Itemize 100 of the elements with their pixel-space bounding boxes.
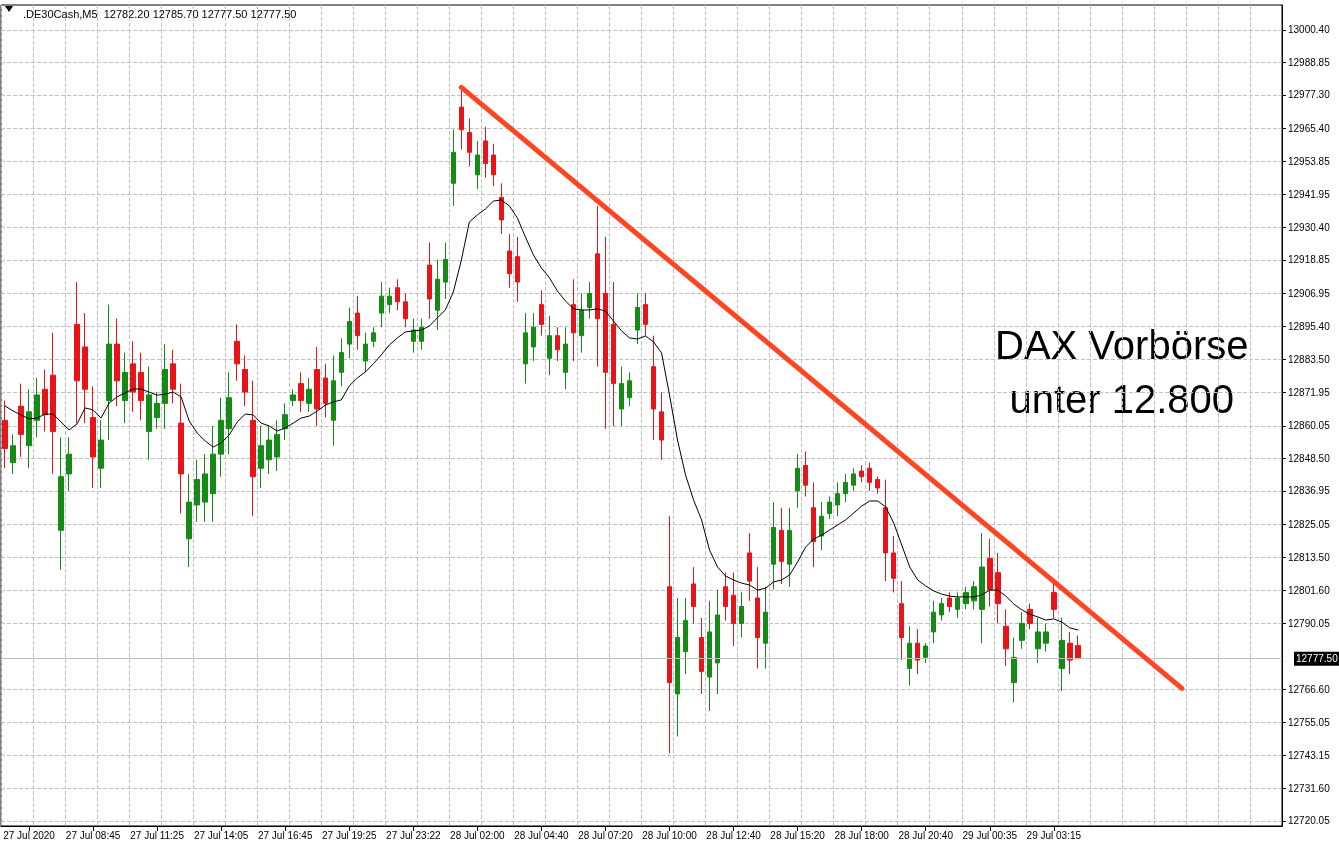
candlestick — [659, 391, 664, 461]
y-tick-label: 12836.95 — [1288, 485, 1331, 497]
x-tick-label: 29 Jul 03:15 — [1026, 829, 1082, 841]
y-tick-label: 13000.40 — [1288, 24, 1331, 36]
candlestick — [242, 354, 248, 407]
candlestick — [715, 589, 720, 695]
x-tick-label: 28 Jul 10:00 — [642, 829, 698, 841]
candlestick — [18, 383, 24, 458]
candlestick — [571, 278, 576, 362]
y-tick-label: 12720.05 — [1288, 815, 1331, 827]
candlestick — [883, 479, 888, 582]
candlestick — [74, 281, 80, 424]
x-tick-label: 28 Jul 18:00 — [834, 829, 890, 841]
candlestick — [1003, 608, 1009, 667]
candlestick — [186, 473, 192, 568]
candlestick — [290, 388, 296, 407]
candlestick — [467, 117, 472, 167]
candlestick — [979, 532, 985, 644]
candlestick — [995, 552, 1001, 624]
y-tick-label: 12860.05 — [1288, 420, 1331, 432]
ref-line-label: 12777.50 — [1296, 653, 1339, 665]
candlestick — [667, 515, 672, 754]
candlestick — [26, 388, 32, 469]
candlestick — [539, 290, 544, 337]
candlestick — [250, 380, 256, 517]
candlestick — [218, 397, 224, 478]
candlestick — [306, 377, 312, 413]
x-tick-label: 28 Jul 12:40 — [706, 829, 762, 841]
y-tick-label: 12790.05 — [1288, 617, 1331, 629]
candlestick — [827, 495, 832, 520]
x-tick-label: 27 Jul 16:45 — [257, 829, 313, 841]
y-tick-label: 12930.40 — [1288, 221, 1331, 233]
candlestick — [314, 346, 320, 427]
candlestick — [194, 459, 200, 523]
candlestick — [1035, 617, 1041, 664]
candlestick — [851, 467, 856, 492]
candlestick — [971, 580, 977, 610]
candlestick — [843, 473, 848, 503]
candlestick — [98, 419, 104, 489]
candlestick — [234, 323, 240, 382]
candlestick — [515, 236, 520, 303]
x-tick-label: 28 Jul 15:20 — [770, 829, 826, 841]
candlestick — [803, 450, 808, 497]
candlestick — [1051, 583, 1057, 619]
candlestick — [1067, 631, 1073, 675]
candlestick — [475, 140, 480, 190]
candlestick — [363, 332, 368, 373]
x-tick-label: 27 Jul 23:22 — [386, 829, 441, 841]
candlestick — [987, 538, 993, 607]
candlestick — [395, 278, 400, 311]
y-tick-label: 12941.95 — [1288, 189, 1331, 201]
candlestick — [162, 343, 168, 430]
candlestick — [867, 462, 872, 492]
y-tick-label: 12766.60 — [1288, 683, 1331, 695]
candlestick — [811, 481, 816, 568]
y-tick-label: 12988.85 — [1288, 56, 1331, 68]
candlestick — [411, 318, 416, 354]
candlestick — [130, 340, 136, 413]
candlestick — [955, 591, 960, 619]
candlestick — [154, 391, 160, 430]
x-tick-label: 27 Jul 19:25 — [322, 829, 377, 841]
candlestick — [339, 337, 344, 387]
candlestick — [859, 464, 864, 483]
candlestick — [523, 312, 528, 385]
candlestick — [347, 306, 352, 359]
candlestick — [595, 205, 600, 368]
candlestick — [907, 625, 912, 686]
candlestick — [66, 436, 72, 492]
candlestick — [282, 402, 288, 441]
candlestick — [1019, 611, 1025, 650]
x-tick-label: 28 Jul 04:40 — [514, 829, 570, 841]
candlestick — [779, 507, 784, 585]
y-tick-label: 12755.05 — [1288, 716, 1331, 728]
candlestick — [1075, 635, 1081, 660]
candlestick — [371, 326, 376, 348]
x-tick-label: 29 Jul 00:35 — [962, 829, 1018, 841]
candlestick — [507, 233, 512, 289]
candlestick — [947, 591, 952, 613]
candlestick — [419, 318, 424, 351]
x-tick-label: 27 Jul 2020 — [3, 829, 56, 841]
candlestick — [635, 292, 640, 345]
candlestick — [619, 366, 624, 427]
candlestick — [499, 182, 504, 235]
candlestick — [915, 628, 920, 675]
candlestick — [747, 532, 752, 602]
candlestick — [755, 566, 760, 670]
candlestick — [1027, 603, 1033, 630]
candlestick — [331, 354, 336, 447]
candlestick — [323, 363, 328, 418]
candlestick — [106, 304, 112, 441]
candlestick — [579, 292, 584, 354]
candlestick — [114, 318, 120, 407]
candlestick — [210, 425, 216, 523]
candlestick — [771, 501, 776, 591]
y-tick-label: 12813.50 — [1288, 551, 1331, 563]
candlestick — [50, 332, 56, 475]
candlestick — [611, 281, 616, 427]
candlestick — [483, 126, 488, 179]
candlestick — [90, 385, 96, 489]
candlestick — [731, 572, 736, 647]
